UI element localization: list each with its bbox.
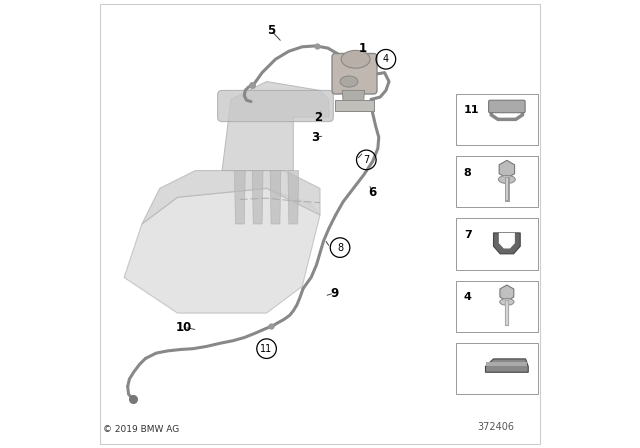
Text: 10: 10 bbox=[176, 321, 193, 334]
Ellipse shape bbox=[500, 298, 514, 305]
FancyBboxPatch shape bbox=[456, 94, 538, 145]
Polygon shape bbox=[288, 171, 299, 224]
Ellipse shape bbox=[499, 176, 515, 184]
Text: 7: 7 bbox=[464, 230, 472, 240]
Text: 3: 3 bbox=[312, 131, 319, 144]
Polygon shape bbox=[222, 82, 329, 171]
Text: 7: 7 bbox=[363, 155, 369, 165]
Polygon shape bbox=[124, 188, 320, 313]
Text: © 2019 BMW AG: © 2019 BMW AG bbox=[103, 425, 179, 434]
Polygon shape bbox=[499, 160, 515, 178]
FancyBboxPatch shape bbox=[456, 156, 538, 207]
Text: 2: 2 bbox=[314, 111, 322, 124]
Polygon shape bbox=[252, 171, 263, 224]
Polygon shape bbox=[142, 171, 320, 224]
Text: 11: 11 bbox=[464, 105, 479, 116]
Text: 6: 6 bbox=[369, 186, 377, 199]
FancyBboxPatch shape bbox=[332, 53, 377, 94]
Ellipse shape bbox=[341, 50, 370, 68]
FancyBboxPatch shape bbox=[218, 90, 333, 121]
Polygon shape bbox=[486, 359, 528, 372]
FancyBboxPatch shape bbox=[456, 343, 538, 394]
FancyBboxPatch shape bbox=[486, 362, 527, 366]
Text: 4: 4 bbox=[383, 54, 389, 64]
Polygon shape bbox=[499, 233, 515, 249]
FancyBboxPatch shape bbox=[488, 100, 525, 113]
FancyBboxPatch shape bbox=[456, 281, 538, 332]
Text: 1: 1 bbox=[358, 42, 366, 55]
Ellipse shape bbox=[340, 76, 358, 87]
Polygon shape bbox=[500, 285, 514, 301]
FancyBboxPatch shape bbox=[335, 100, 374, 112]
Text: 372406: 372406 bbox=[477, 422, 515, 431]
Text: 8: 8 bbox=[464, 168, 472, 178]
Polygon shape bbox=[342, 90, 365, 106]
Text: 5: 5 bbox=[267, 24, 275, 37]
Text: 4: 4 bbox=[464, 293, 472, 302]
Text: 8: 8 bbox=[337, 243, 343, 253]
FancyBboxPatch shape bbox=[456, 219, 538, 270]
Polygon shape bbox=[234, 171, 245, 224]
Text: 11: 11 bbox=[260, 344, 273, 353]
Text: 9: 9 bbox=[330, 287, 339, 300]
Polygon shape bbox=[493, 233, 520, 254]
Polygon shape bbox=[270, 171, 281, 224]
